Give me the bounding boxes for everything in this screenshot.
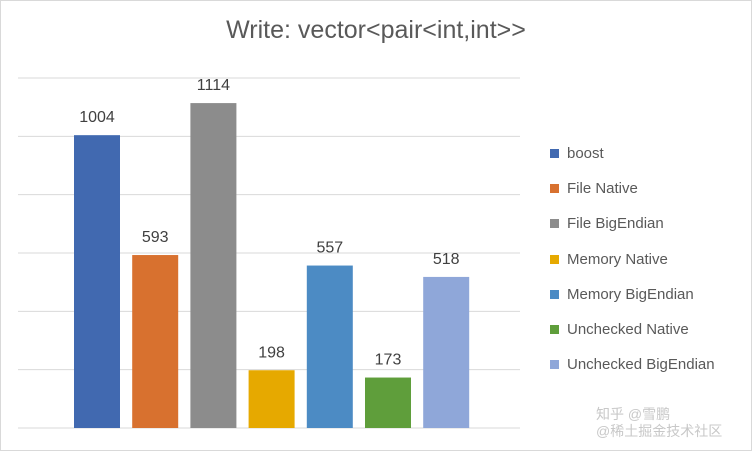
bar-memory-native bbox=[248, 370, 295, 428]
data-label: 593 bbox=[142, 229, 169, 246]
data-label: 518 bbox=[433, 251, 460, 268]
bar-memory-bigendian bbox=[306, 265, 353, 428]
data-label: 557 bbox=[316, 240, 343, 257]
bar-file-bigendian bbox=[190, 103, 237, 428]
data-label: 1114 bbox=[197, 77, 230, 94]
legend-swatch bbox=[550, 254, 559, 264]
legend-swatch bbox=[550, 149, 559, 159]
legend-label: boost bbox=[567, 145, 604, 163]
legend-item: File BigEndian bbox=[550, 206, 715, 241]
legend-item: Unchecked BigEndian bbox=[550, 347, 715, 382]
bar-boost bbox=[74, 135, 120, 428]
legend-swatch bbox=[550, 325, 559, 335]
chart-title: Write: vector<pair<int,int>> bbox=[226, 16, 526, 44]
legend-swatch bbox=[550, 360, 559, 370]
legend-item: boost bbox=[550, 136, 715, 171]
data-label: 198 bbox=[258, 344, 285, 361]
data-label: 173 bbox=[375, 352, 402, 369]
legend-item: Unchecked Native bbox=[550, 312, 715, 347]
legend-item: Memory Native bbox=[550, 242, 715, 277]
legend-swatch bbox=[550, 219, 559, 229]
legend-swatch bbox=[550, 184, 559, 194]
bar-unchecked-bigendian bbox=[423, 276, 470, 428]
legend-label: Unchecked Native bbox=[567, 321, 689, 339]
watermark-line-2: @稀土掘金技术社区 bbox=[596, 423, 723, 439]
legend-swatch bbox=[550, 289, 559, 299]
legend-label: File BigEndian bbox=[567, 215, 664, 233]
bar-file-native bbox=[132, 255, 179, 428]
bars bbox=[74, 103, 470, 428]
legend-label: File Native bbox=[567, 180, 638, 198]
data-labels: 1004 593 1114 198 557 173 518 bbox=[79, 77, 459, 368]
legend-item: Memory BigEndian bbox=[550, 277, 715, 312]
watermark-line-1: 知乎 @雪鹏 bbox=[596, 406, 671, 422]
legend-label: Memory BigEndian bbox=[567, 285, 694, 303]
bar-unchecked-native bbox=[365, 377, 411, 428]
legend-label: Unchecked BigEndian bbox=[567, 356, 715, 374]
watermark: 知乎 @雪鹏 @稀土掘金技术社区 bbox=[596, 406, 722, 440]
legend-item: File Native bbox=[550, 171, 715, 206]
data-label: 1004 bbox=[79, 109, 115, 126]
chart-legend: boost File Native File BigEndian Memory Nat… bbox=[550, 136, 715, 382]
legend-label: Memory Native bbox=[567, 250, 668, 268]
